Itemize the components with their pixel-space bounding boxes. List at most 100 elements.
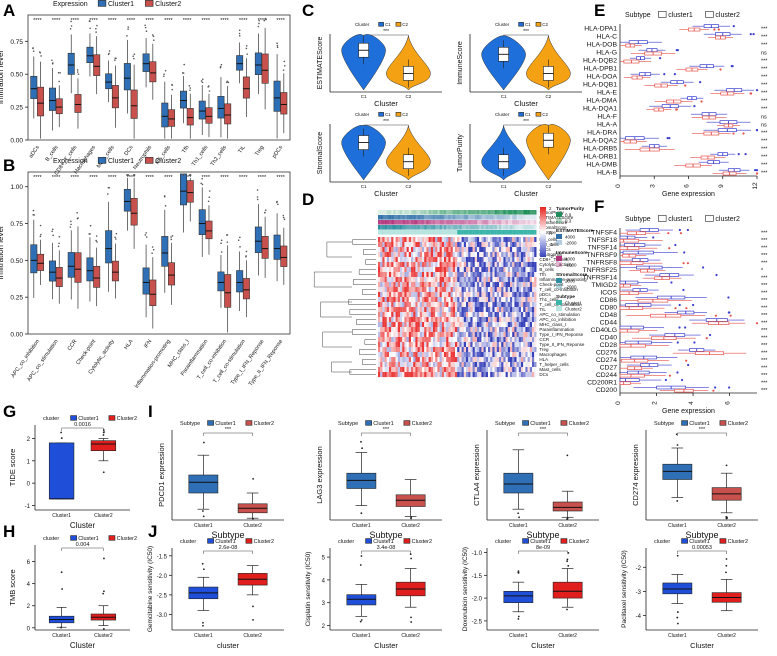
panel-d-heatmap-cell — [494, 362, 497, 368]
panel-d-annotation-cell — [459, 215, 462, 220]
panel-g-sig: 0.0016 — [74, 422, 91, 428]
panel-d-annotation-cell — [516, 220, 519, 225]
panel-f-outlier-0-21-0 — [713, 386, 717, 389]
panel-label-d: D — [302, 190, 314, 209]
panel-j-chart-4-sig: 0.00053 — [692, 545, 712, 551]
panel-b-box-Cluster1-6 — [142, 267, 150, 295]
panel-d-heatmap-cell — [510, 242, 513, 248]
panel-d-heatmap-cell — [397, 337, 401, 343]
panel-d-heatmap-cell — [529, 322, 533, 328]
panel-d-heatmap-cell — [457, 292, 460, 298]
panel-d-heatmap-cell — [406, 312, 409, 318]
panel-c-chart-2-legend-swatch-1 — [518, 22, 524, 27]
panel-d-heatmap-cell — [439, 327, 442, 333]
panel-d-annotation-cell — [435, 215, 438, 220]
panel-b-outlier-Cluster2-3-1 — [95, 235, 98, 237]
panel-c-chart-1-legend-title: Cluster — [355, 22, 370, 27]
panel-d-heatmap-cell — [452, 317, 456, 323]
panel-d-heatmap-cell — [477, 372, 480, 378]
panel-b-outlier-Cluster2-0-0 — [39, 224, 42, 227]
panel-d-annotation-cell — [532, 225, 535, 230]
panel-c-chart-3-sig: *** — [383, 119, 389, 125]
panel-d-heatmap-cell — [463, 292, 467, 298]
panel-d-heatmap-cell — [466, 267, 469, 273]
panel-d-annotation-cell — [444, 215, 447, 220]
panel-d-annotation-cell — [505, 230, 508, 235]
panel-d-heatmap-cell — [411, 317, 414, 323]
panel-d-heatmap-cell — [446, 307, 449, 313]
panel-d-heatmap-cell — [472, 257, 475, 263]
panel-d-heatmap-cell — [477, 247, 480, 253]
panel-d-heatmap-cell — [389, 252, 392, 258]
panel-d-heatmap-cell — [459, 372, 462, 378]
panel-i-chart-1-legend-swatch-2 — [245, 420, 253, 426]
panel-d-heatmap-cell — [490, 372, 493, 378]
panel-d-annotation-cell — [446, 215, 449, 220]
panel-d-annotation-cell — [485, 220, 489, 225]
panel-d-heatmap-cell — [461, 327, 464, 333]
panel-f-sig-3: *** — [761, 253, 768, 259]
panel-d-heatmap-cell — [532, 272, 535, 278]
panel-d-heatmap-cell — [532, 282, 535, 288]
panel-d-heatmap-cell — [395, 267, 398, 273]
panel-i-chart-1-sig: *** — [225, 427, 232, 433]
panel-d-heatmap-cell — [510, 292, 513, 298]
panel-d-heatmap-cell — [397, 247, 401, 253]
panel-d-heatmap-cell — [470, 287, 473, 293]
panel-c-chart-3-legend-item-2: C2 — [402, 112, 408, 117]
panel-d-heatmap-cell — [459, 352, 462, 358]
panel-b-outlier-Cluster1-10-0 — [220, 251, 223, 253]
panel-d-heatmap-cell — [516, 362, 519, 368]
panel-d-heatmap-cell — [527, 332, 530, 338]
panel-d-annotation-cell — [395, 215, 398, 220]
panel-b-outlier-Cluster2-6-1 — [151, 252, 153, 254]
panel-d-heatmap-cell — [485, 292, 489, 298]
panel-d-heatmap-cell — [525, 347, 528, 353]
panel-d-annotation-cell — [430, 220, 434, 225]
panel-d-heatmap-cell — [419, 372, 423, 378]
panel-d-heatmap-cell — [492, 312, 495, 318]
panel-d-heatmap-cell — [507, 282, 511, 288]
panel-b-outlier-Cluster2-12-2 — [264, 209, 267, 211]
panel-f-box-0-7 — [619, 280, 639, 285]
panel-e-sig-11: ns — [761, 115, 767, 121]
panel-d-heatmap-cell — [525, 257, 528, 263]
panel-d-annotation-cell — [494, 220, 497, 225]
panel-d-heatmap-cell — [455, 302, 458, 308]
panel-j-chart-1-sig-bracket — [203, 550, 253, 554]
panel-d-annotation-cell — [499, 230, 502, 235]
panel-d-heatmap-row-9 — [378, 277, 537, 283]
panel-j-chart-4-outlier-2-1 — [725, 558, 728, 560]
panel-d-annotation-cell — [422, 220, 425, 225]
panel-d-heatmap-cell — [472, 362, 475, 368]
panel-d-annotation-cell — [437, 230, 440, 235]
panel-d-heatmap-cell — [494, 282, 497, 288]
panel-d-annotation-cell — [417, 230, 420, 235]
panel-i-chart-1-legend-swatch-1 — [207, 420, 214, 426]
panel-d-heatmap-cell — [437, 337, 440, 343]
panel-a-xtick-0: aDCs — [28, 145, 41, 160]
panel-d-heatmap-cell — [400, 367, 403, 373]
panel-e-legend-item-1: cluster1 — [668, 12, 693, 19]
panel-d-heatmap-cell — [437, 277, 440, 283]
panel-a-outlier-Cluster2-2-0 — [76, 69, 79, 71]
panel-d-heatmap-cell — [474, 332, 478, 338]
panel-i-chart-1-outlier-1-1 — [202, 441, 205, 444]
panel-d-heatmap-cell — [481, 362, 484, 368]
panel-d-heatmap-cell — [512, 302, 515, 308]
panel-d-heatmap-cell — [485, 317, 489, 323]
panel-b-box-Cluster2-5 — [130, 198, 138, 226]
panel-d-annotation-cell — [384, 225, 387, 230]
panel-e-gene-9: HLA-DMA — [586, 98, 617, 105]
panel-d-annotation-cell — [426, 225, 429, 230]
panel-d-annotation-cell — [479, 225, 482, 230]
panel-e-gene-18: HLA-B — [597, 170, 617, 177]
panel-d-heatmap-cell — [439, 277, 442, 283]
panel-j-chart-2-outlier-2-0 — [410, 557, 413, 560]
panel-d-annotation-cell — [415, 220, 418, 225]
panel-d-heatmap-cell — [441, 287, 445, 293]
panel-d-heatmap-row-16 — [378, 312, 537, 318]
panel-d-heatmap-cell — [437, 272, 440, 278]
panel-d-heatmap-cell — [428, 332, 431, 338]
